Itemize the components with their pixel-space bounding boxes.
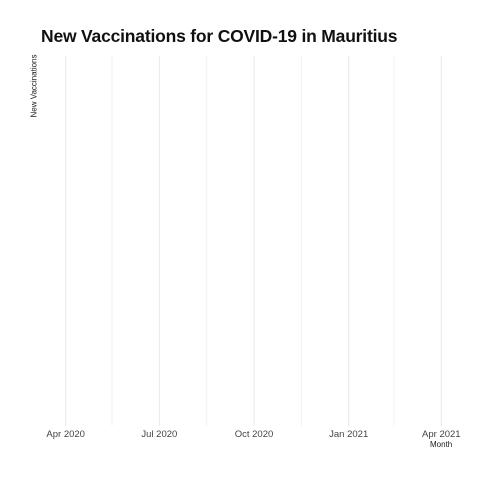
x-tick-label: Jul 2020	[141, 429, 177, 440]
x-tick-label: Jan 2021	[329, 429, 368, 440]
chart-title: New Vaccinations for COVID-19 in Mauriti…	[41, 26, 398, 46]
x-tick-label: Apr 2021	[422, 429, 461, 440]
x-tick-label: Apr 2020	[46, 429, 85, 440]
x-tick-label: Oct 2020	[235, 429, 274, 440]
x-axis-title: Month	[430, 440, 453, 449]
